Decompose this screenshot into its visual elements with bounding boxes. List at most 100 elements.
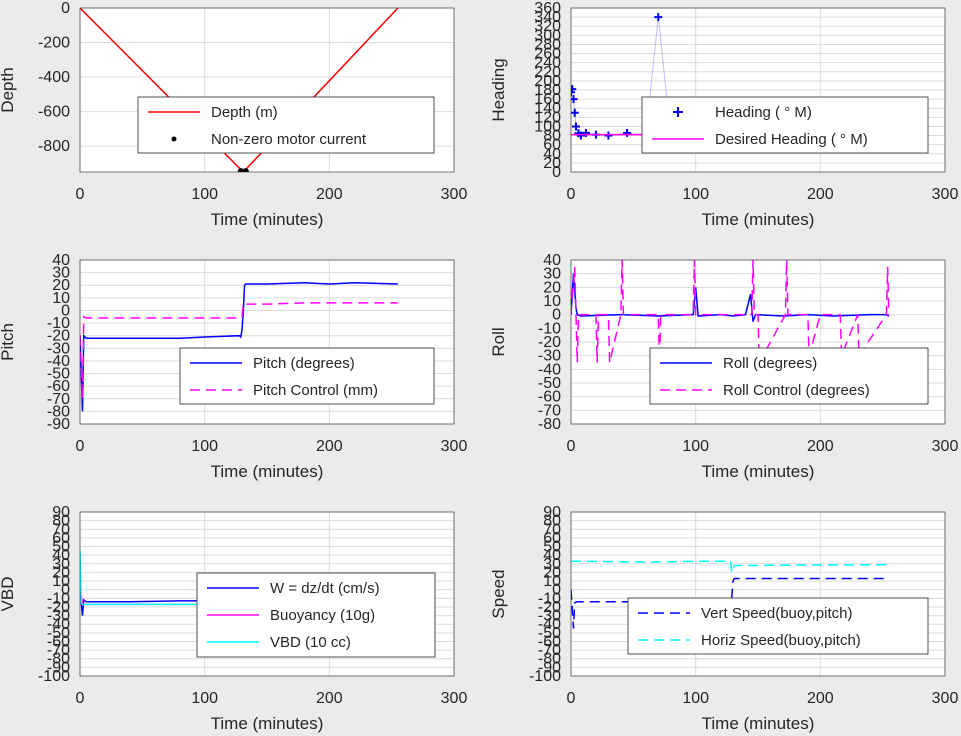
- y-tick-label: -10: [538, 590, 561, 607]
- legend-box: [641, 96, 929, 154]
- series-line: [80, 281, 398, 412]
- y-tick-label: -70: [538, 402, 561, 419]
- legend-swatch: [673, 107, 683, 117]
- y-tick-label: 180: [534, 82, 561, 99]
- data-point-plus: [654, 13, 663, 22]
- y-tick-label: 40: [543, 547, 561, 564]
- x-tick-label: 300: [932, 438, 959, 455]
- y-tick-label: 10: [52, 290, 70, 307]
- x-axis-label: Time (minutes): [702, 462, 815, 481]
- y-tick-label: 60: [543, 137, 561, 154]
- legend-label: Non-zero motor current: [211, 131, 367, 148]
- y-tick-label: -70: [47, 642, 70, 659]
- legend-box: [137, 96, 435, 154]
- y-tick-label: 60: [543, 530, 561, 547]
- y-tick-label: -60: [538, 389, 561, 406]
- y-tick-label: 260: [534, 46, 561, 63]
- y-tick-label: 50: [543, 539, 561, 556]
- x-tick-label: 200: [316, 186, 343, 203]
- x-tick-label: 100: [191, 690, 218, 707]
- series-line: [571, 260, 890, 366]
- y-tick-label: -10: [538, 320, 561, 337]
- data-point-plus: [604, 131, 613, 140]
- y-tick-label: 80: [52, 513, 70, 530]
- axes-border: [79, 259, 455, 425]
- x-tick-label: 300: [932, 186, 959, 203]
- y-axis-label: Pitch: [0, 323, 17, 361]
- y-tick-label: -30: [538, 348, 561, 365]
- x-axis-label: Time (minutes): [211, 714, 324, 733]
- x-tick-label: 300: [441, 186, 468, 203]
- y-tick-label: 30: [543, 556, 561, 573]
- y-tick-label: -60: [47, 633, 70, 650]
- y-tick-label: -400: [38, 69, 70, 86]
- x-tick-label: 0: [567, 186, 576, 203]
- legend-label: Vert Speed(buoy,pitch): [701, 605, 852, 622]
- y-tick-label: 160: [534, 91, 561, 108]
- x-tick-label: 300: [441, 690, 468, 707]
- y-tick-label: 30: [543, 266, 561, 283]
- y-tick-label: -80: [47, 651, 70, 668]
- y-tick-label: 90: [543, 504, 561, 521]
- y-tick-label: 10: [52, 573, 70, 590]
- y-axis-label: Heading: [489, 58, 508, 121]
- y-tick-label: -80: [538, 416, 561, 433]
- axes-border: [570, 511, 946, 677]
- chart-vbd: 0 100 200 3009080706050403020100-10-20-30-4…: [0, 504, 467, 733]
- data-point-plus: [571, 95, 578, 104]
- axes-border: [570, 7, 946, 173]
- chart-depth: 0 100 200 300 0 -200 -400 -600 -800 Time (minutes…: [0, 0, 467, 229]
- y-tick-label: -50: [538, 625, 561, 642]
- y-tick-label: 60: [52, 530, 70, 547]
- y-tick-label: 20: [543, 155, 561, 172]
- data-point-plus: [571, 122, 580, 131]
- x-tick-label: 0: [567, 438, 576, 455]
- x-axis-label: Time (minutes): [702, 714, 815, 733]
- y-tick-label: 40: [52, 547, 70, 564]
- legend-box: [627, 597, 929, 655]
- y-tick-label: -30: [538, 608, 561, 625]
- x-tick-label: 0: [76, 438, 85, 455]
- y-tick-label: 20: [52, 564, 70, 581]
- y-tick-label: -20: [538, 334, 561, 351]
- y-tick-label: -80: [538, 651, 561, 668]
- y-tick-label: 300: [534, 27, 561, 44]
- y-tick-label: -100: [529, 668, 561, 685]
- y-tick-label: 40: [543, 252, 561, 269]
- y-tick-label: 30: [52, 556, 70, 573]
- y-tick-label: -10: [47, 590, 70, 607]
- y-tick-label: -50: [47, 625, 70, 642]
- legend-label: Roll (degrees): [723, 355, 817, 372]
- y-tick-label: -20: [538, 599, 561, 616]
- legend: Depth (m) Non-zero motor current: [137, 96, 435, 154]
- chart-roll: 0 100 200 300403020100-10-20-30-40-50-60-70…: [489, 252, 958, 481]
- chart-speed: 0 100 200 3009080706050403020100-10-20-30-4…: [489, 504, 958, 733]
- y-tick-label: 90: [52, 504, 70, 521]
- x-tick-label: 0: [76, 186, 85, 203]
- y-axis-label: Speed: [489, 569, 508, 618]
- y-tick-label: -40: [538, 616, 561, 633]
- y-tick-label: 340: [534, 9, 561, 26]
- y-axis-label: VBD: [0, 577, 17, 612]
- y-tick-label: -800: [38, 138, 70, 155]
- y-tick-label: -40: [47, 353, 70, 370]
- y-tick-label: 100: [534, 118, 561, 135]
- y-tick-label: 50: [52, 539, 70, 556]
- y-tick-label: 220: [534, 64, 561, 81]
- x-tick-label: 200: [807, 690, 834, 707]
- legend-label: Roll Control (degrees): [723, 382, 870, 399]
- y-tick-label: -20: [47, 599, 70, 616]
- y-tick-label: 20: [543, 564, 561, 581]
- data-point-plus: [571, 85, 577, 94]
- x-axis-label: Time (minutes): [211, 462, 324, 481]
- legend: Pitch (degrees) Pitch Control (mm): [179, 347, 435, 405]
- x-tick-label: 100: [682, 438, 709, 455]
- y-tick-label: -20: [47, 328, 70, 345]
- y-tick-label: 40: [52, 252, 70, 269]
- y-tick-label: 0: [61, 582, 70, 599]
- y-tick-label: -60: [538, 633, 561, 650]
- y-tick-label: -90: [47, 416, 70, 433]
- chart-pitch: 0 100 200 300403020100-10-20-30-40-50-60-70…: [0, 252, 467, 481]
- y-tick-label: -90: [47, 659, 70, 676]
